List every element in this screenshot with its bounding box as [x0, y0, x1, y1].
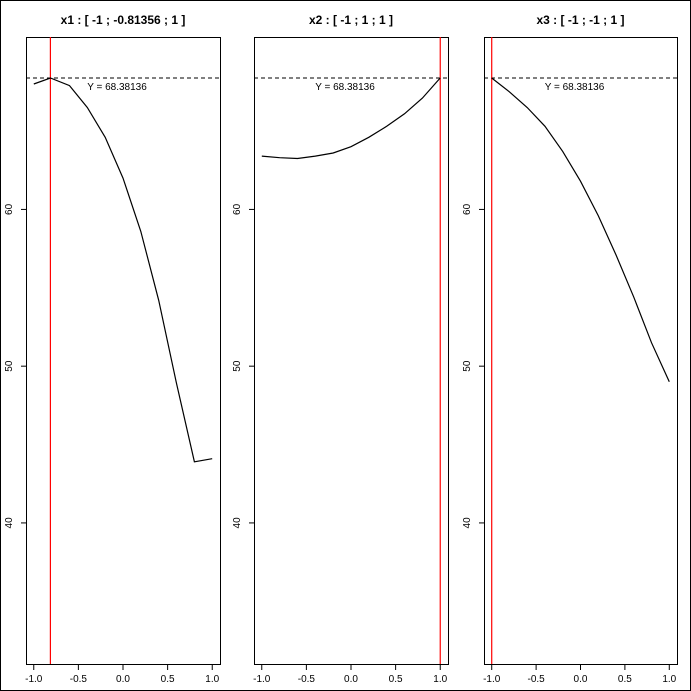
x-tick-label: -0.5	[70, 674, 88, 685]
panel-title: x1 : [ -1 ; -0.81356 ; 1 ]	[61, 13, 186, 27]
plot-frame	[254, 37, 449, 665]
reference-annotation: Y = 68.38136	[315, 82, 375, 93]
reference-annotation: Y = 68.38136	[87, 82, 147, 93]
reference-annotation: Y = 68.38136	[545, 82, 605, 93]
plot-frame	[26, 37, 221, 665]
y-tick-label: 40	[4, 517, 15, 529]
panel-title: x3 : [ -1 ; -1 ; 1 ]	[536, 13, 624, 27]
x-tick-label: 0.5	[161, 674, 175, 685]
x-tick-label: 0.0	[116, 674, 130, 685]
response-curve	[261, 77, 441, 160]
y-tick-label: 50	[232, 360, 243, 372]
panel-3: x3 : [ -1 ; -1 ; 1 ] Y = 68.38136 -1.0 -0.5…	[462, 13, 678, 685]
y-tick-label: 60	[232, 203, 243, 215]
x-tick-label: -1.0	[25, 674, 43, 685]
x-tick-label: -1.0	[483, 674, 501, 685]
response-curve	[491, 77, 670, 383]
y-tick-label: 60	[462, 203, 473, 215]
plot-frame	[484, 37, 678, 665]
x-tick-label: 1.0	[205, 674, 219, 685]
y-tick-label: 40	[462, 517, 473, 529]
panel-title: x2 : [ -1 ; 1 ; 1 ]	[309, 13, 393, 27]
x-tick-label: -0.5	[298, 674, 316, 685]
x-tick-label: 0.0	[574, 674, 588, 685]
x-tick-label: -0.5	[527, 674, 545, 685]
x-tick-label: 0.5	[618, 674, 632, 685]
panel-1: x1 : [ -1 ; -0.81356 ; 1 ] Y = 68.38136 -1…	[4, 13, 221, 685]
x-tick-label: 0.5	[389, 674, 403, 685]
x-tick-label: -1.0	[253, 674, 271, 685]
x-tick-label: 0.0	[344, 674, 358, 685]
y-tick-label: 50	[4, 360, 15, 372]
y-tick-label: 60	[4, 203, 15, 215]
panel-2: x2 : [ -1 ; 1 ; 1 ] Y = 68.38136 -1.0 -0.5 0…	[232, 13, 449, 685]
y-tick-label: 50	[462, 360, 473, 372]
x-tick-label: 1.0	[433, 674, 447, 685]
response-curve	[33, 77, 213, 463]
y-tick-label: 40	[232, 517, 243, 529]
x-tick-label: 1.0	[662, 674, 676, 685]
